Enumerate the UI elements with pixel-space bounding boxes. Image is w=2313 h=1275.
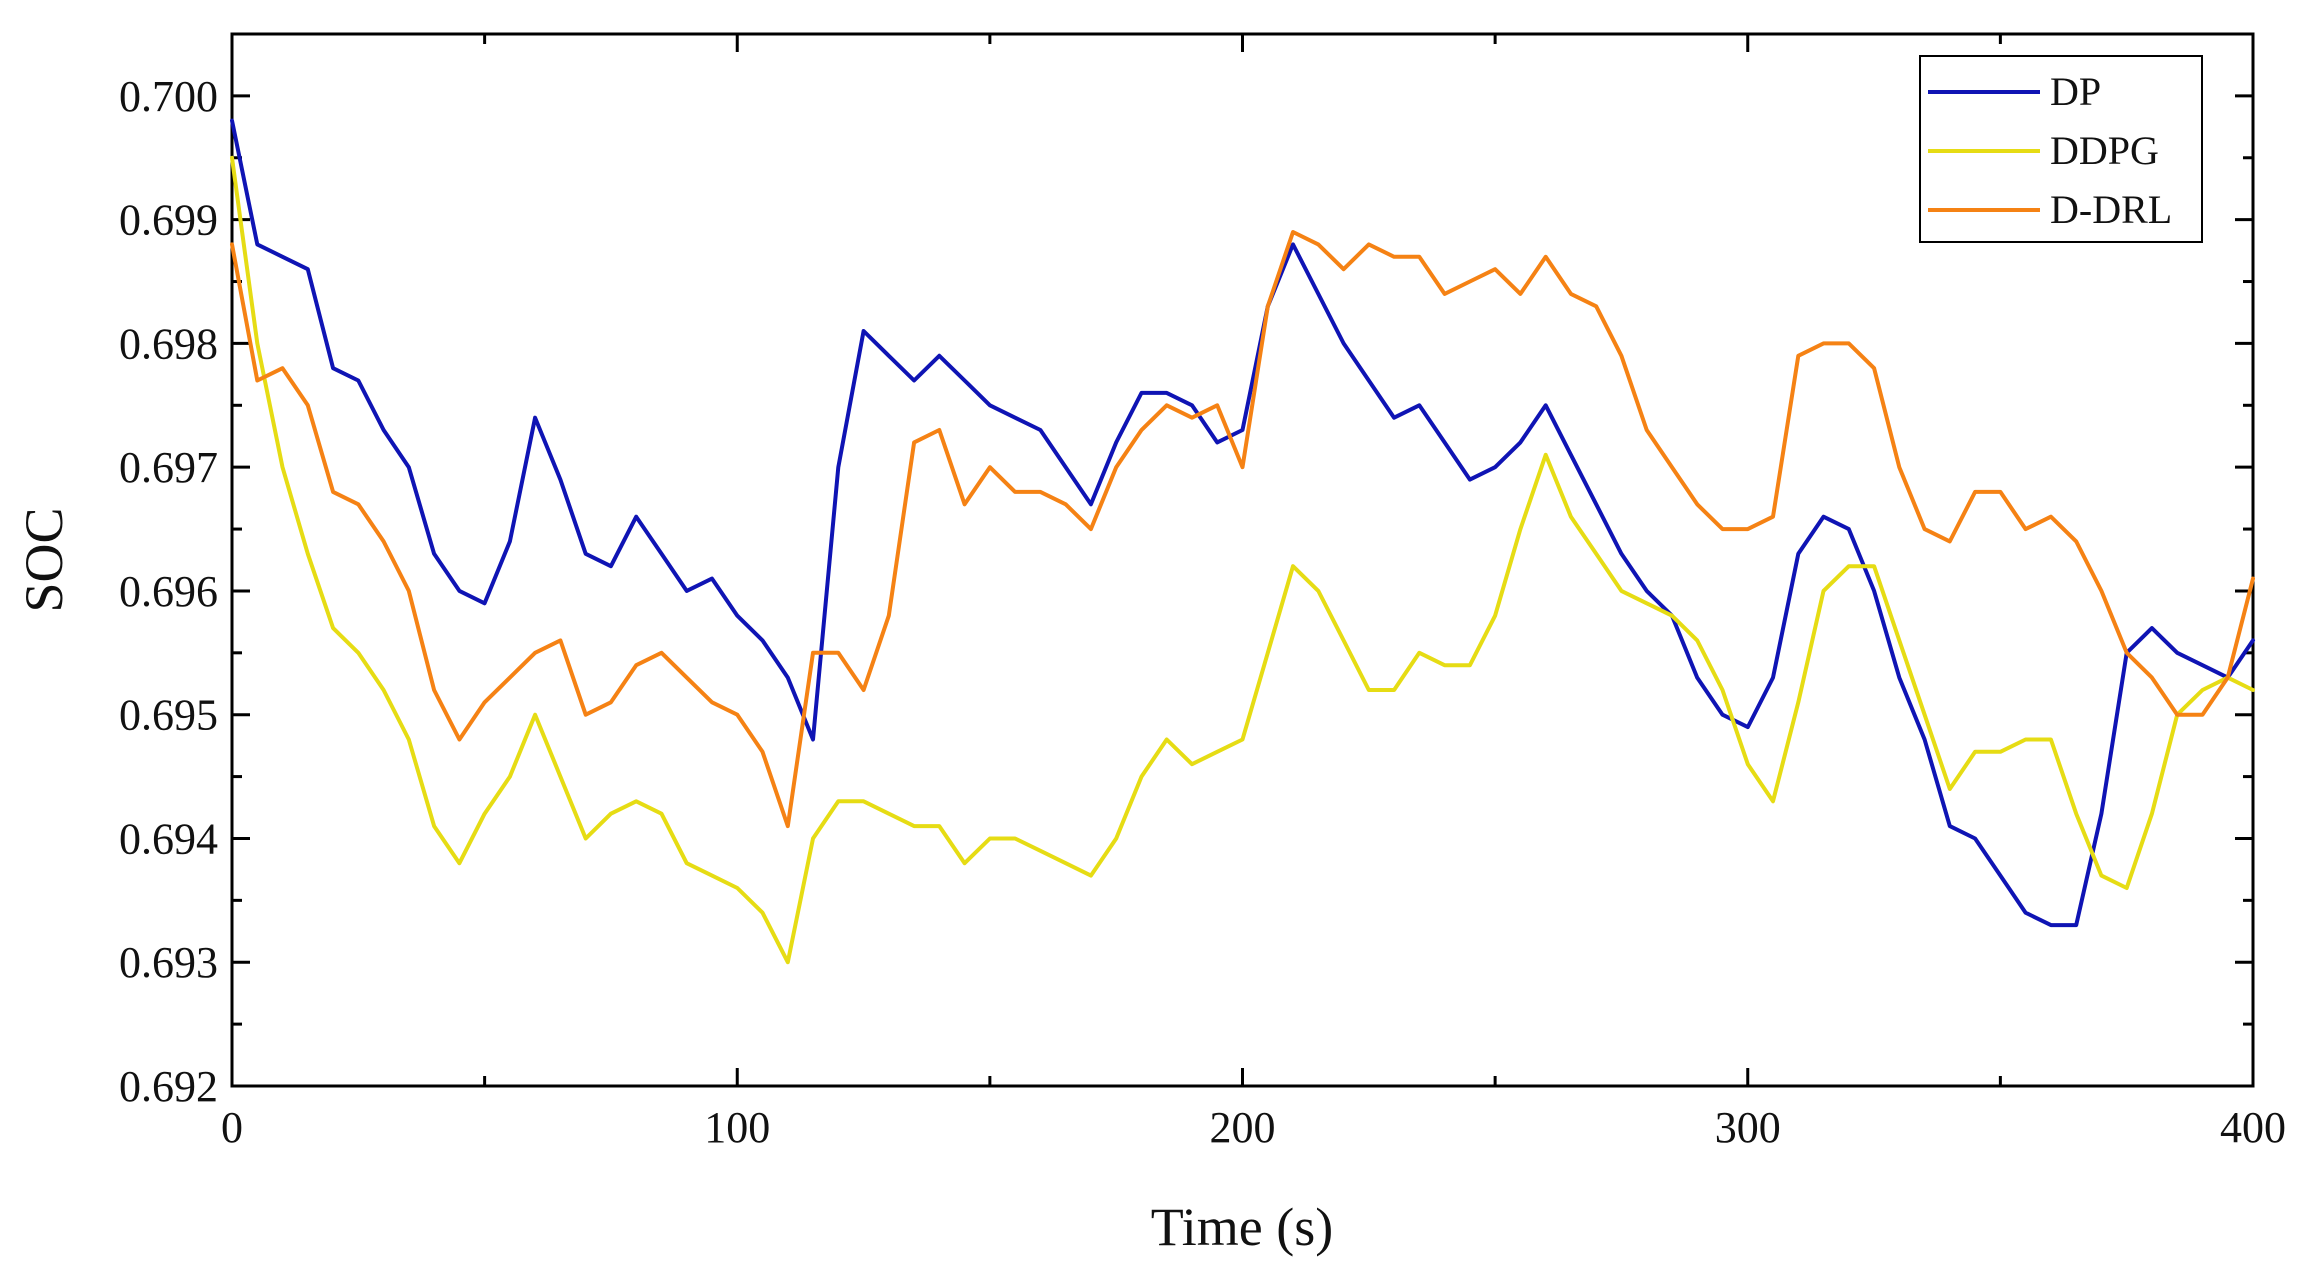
- legend-label-ddpg: DDPG: [2050, 128, 2159, 173]
- y-axis-title: SOC: [14, 507, 74, 612]
- legend-label-d-drl: D-DRL: [2050, 187, 2172, 232]
- y-tick-label: 0.697: [119, 443, 218, 492]
- y-tick-label: 0.695: [119, 691, 218, 740]
- y-tick-label: 0.692: [119, 1062, 218, 1111]
- y-tick-label: 0.700: [119, 72, 218, 121]
- y-tick-label: 0.693: [119, 938, 218, 987]
- x-tick-label: 200: [1210, 1103, 1276, 1152]
- x-tick-label: 0: [221, 1103, 243, 1152]
- y-tick-label: 0.698: [119, 319, 218, 368]
- y-tick-label: 0.699: [119, 196, 218, 245]
- series-lines: [230, 118, 2255, 965]
- y-tick-label: 0.694: [119, 814, 218, 863]
- series-line-d-drl: [230, 230, 2255, 829]
- legend-label-dp: DP: [2050, 69, 2101, 114]
- x-tick-label: 100: [704, 1103, 770, 1152]
- axis-ticks: 0 100 200 300 400 0.692 0.693 0.694 0.695 0.696 0.…: [119, 32, 2286, 1152]
- x-tick-label: 300: [1715, 1103, 1781, 1152]
- series-line-dp: [230, 118, 2255, 928]
- x-tick-label: 400: [2220, 1103, 2286, 1152]
- series-line-ddpg: [230, 155, 2255, 965]
- legend: DP DDPG D-DRL: [1919, 55, 2203, 243]
- y-tick-label: 0.696: [119, 567, 218, 616]
- x-axis-title: Time (s): [1151, 1197, 1334, 1257]
